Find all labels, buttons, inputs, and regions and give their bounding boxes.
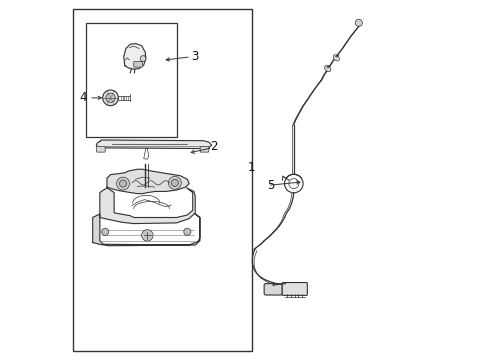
Circle shape xyxy=(119,180,126,187)
Circle shape xyxy=(116,177,129,190)
Circle shape xyxy=(106,93,115,103)
Polygon shape xyxy=(123,44,145,69)
FancyBboxPatch shape xyxy=(134,62,142,67)
Polygon shape xyxy=(100,188,195,224)
Bar xyxy=(73,9,251,351)
Ellipse shape xyxy=(332,55,339,61)
FancyBboxPatch shape xyxy=(97,147,105,152)
Circle shape xyxy=(183,228,190,235)
Text: 5: 5 xyxy=(267,179,274,192)
FancyBboxPatch shape xyxy=(200,147,208,152)
Bar xyxy=(85,23,176,137)
Text: 2: 2 xyxy=(210,140,218,153)
Text: 4: 4 xyxy=(80,91,87,104)
FancyBboxPatch shape xyxy=(264,284,282,295)
Polygon shape xyxy=(93,214,200,246)
Circle shape xyxy=(102,228,108,235)
Ellipse shape xyxy=(324,66,330,72)
Circle shape xyxy=(354,19,362,26)
Text: 1: 1 xyxy=(247,161,255,174)
Circle shape xyxy=(140,56,145,62)
FancyBboxPatch shape xyxy=(282,283,307,296)
Circle shape xyxy=(168,176,181,189)
Polygon shape xyxy=(107,169,189,194)
Polygon shape xyxy=(96,140,211,149)
Circle shape xyxy=(102,90,118,106)
Text: 3: 3 xyxy=(190,50,198,63)
Circle shape xyxy=(171,179,178,186)
Circle shape xyxy=(142,230,153,241)
